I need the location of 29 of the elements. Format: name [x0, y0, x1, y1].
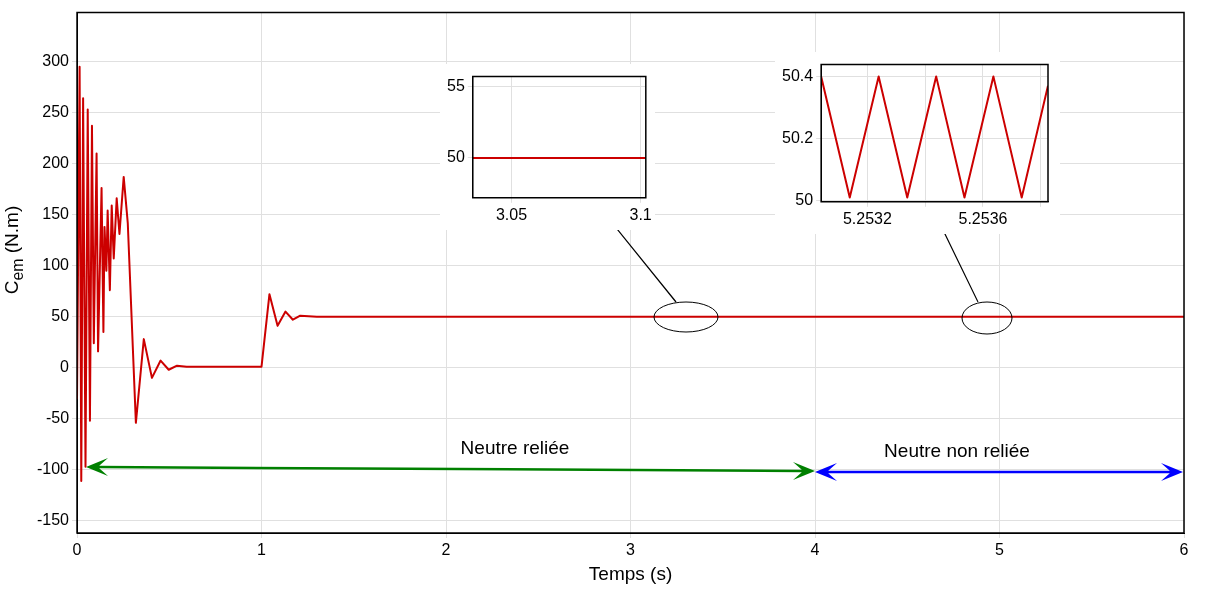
y-tick-label: 50.2	[782, 128, 814, 146]
y-tick-label: 100	[42, 256, 70, 274]
y-tick-label: 50	[51, 307, 70, 325]
x-tick-label: 2	[441, 541, 451, 559]
x-tick-label: 6	[1179, 541, 1189, 559]
x-tick-label: 3	[626, 541, 636, 559]
x-tick-label: 3.1	[629, 205, 652, 223]
x-tick-label: 5	[995, 541, 1005, 559]
x-axis-title: Temps (s)	[588, 562, 673, 584]
y-tick-label: 300	[42, 51, 70, 69]
y-tick-label: -100	[36, 460, 70, 478]
y-tick-label: -50	[45, 409, 70, 427]
y-tick-label: 50	[447, 148, 465, 166]
y-tick-label: 55	[447, 76, 465, 94]
annotation: Neutre reliée	[460, 437, 570, 459]
x-tick-label: 0	[72, 541, 82, 559]
x-tick-label: 5.2532	[842, 209, 892, 227]
y-tick-label: 50.4	[782, 66, 814, 84]
x-tick-label: 5.2536	[958, 209, 1008, 227]
y-tick-label: 150	[42, 205, 70, 223]
x-tick-label: 4	[810, 541, 820, 559]
y-tick-label: 250	[42, 103, 70, 120]
x-tick-label: 1	[257, 541, 267, 559]
y-tick-label: 50	[795, 190, 814, 208]
y-tick-label: 0	[60, 358, 70, 376]
annotation: Neutre non reliée	[884, 440, 1030, 462]
y-tick-label: -150	[36, 511, 70, 529]
x-tick-label: 3.05	[495, 205, 528, 223]
y-tick-label: 200	[42, 154, 70, 172]
